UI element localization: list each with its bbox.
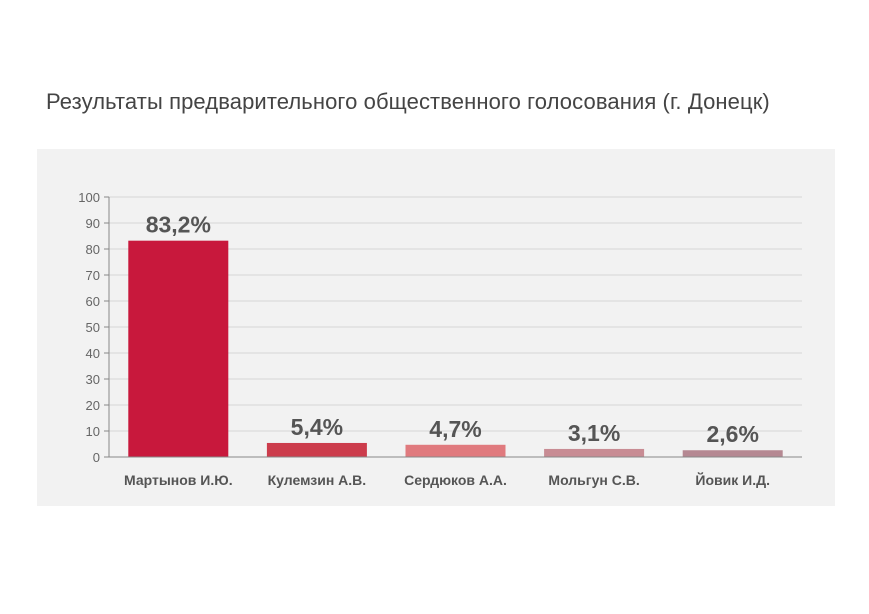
bar — [266, 442, 367, 457]
value-label: 3,1% — [568, 420, 620, 446]
value-label: 4,7% — [429, 416, 481, 442]
bar — [405, 444, 506, 457]
y-tick-label: 60 — [86, 294, 100, 309]
value-label: 5,4% — [291, 414, 343, 440]
category-label: Йовик И.Д. — [695, 471, 770, 488]
category-label: Мольгун С.В. — [548, 472, 639, 488]
y-tick-label: 10 — [86, 424, 100, 439]
y-tick-label: 50 — [86, 320, 100, 335]
y-tick-label: 20 — [86, 398, 100, 413]
y-tick-label: 80 — [86, 242, 100, 257]
value-label: 2,6% — [706, 421, 758, 447]
value-label: 83,2% — [146, 212, 211, 238]
y-tick-label: 70 — [86, 268, 100, 283]
y-tick-label: 40 — [86, 346, 100, 361]
chart-title: Результаты предварительного общественног… — [46, 89, 770, 114]
category-label: Кулемзин А.В. — [268, 472, 367, 488]
bar — [682, 450, 783, 457]
y-tick-label: 30 — [86, 372, 100, 387]
y-tick-label: 100 — [78, 190, 100, 205]
y-tick-label: 90 — [86, 216, 100, 231]
bar — [128, 240, 229, 457]
bar-chart: 0 10 20 30 40 50 60 70 80 90 100 83,2% Мартынов И.Ю.… — [78, 190, 802, 488]
category-label: Мартынов И.Ю. — [124, 472, 233, 488]
bar — [544, 448, 645, 457]
y-tick-label: 0 — [93, 450, 100, 465]
category-label: Сердюков А.А. — [404, 472, 507, 488]
